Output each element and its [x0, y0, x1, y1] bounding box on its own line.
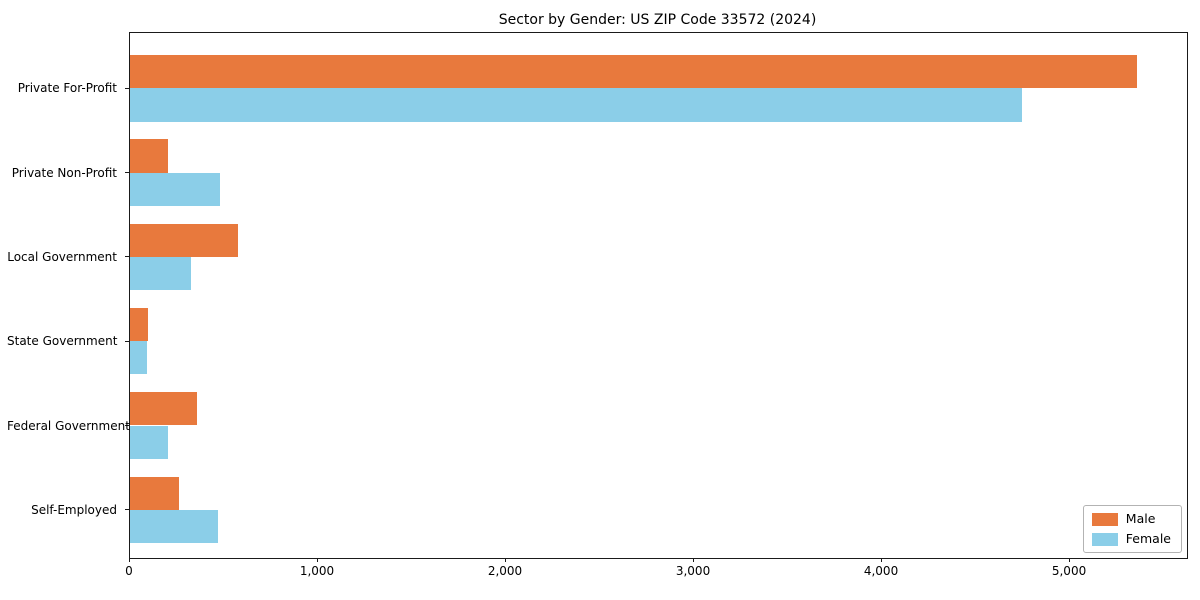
y-axis-category-label: Private For-Profit [17, 81, 117, 96]
bar-male-self-employed [130, 476, 180, 510]
y-tick-mark [125, 425, 129, 426]
legend-swatch-female [1091, 532, 1118, 546]
y-tick-mark [125, 509, 129, 511]
x-axis-tick-label: 5,000 [1051, 564, 1087, 578]
bar-female-private-non-profit [130, 172, 220, 206]
bar-female-federal-government [130, 425, 169, 459]
y-axis-category-label: Self-Employed [31, 502, 117, 517]
bar-male-private-for-profit [130, 55, 1137, 89]
bar-male-private-non-profit [130, 139, 168, 173]
legend-swatch-male [1091, 512, 1118, 526]
bar-male-local-government [130, 223, 238, 257]
x-tick-mark [129, 558, 130, 562]
x-axis-tick-label: 4,000 [863, 564, 899, 578]
legend-label-male: Male [1125, 511, 1156, 526]
x-axis-tick-label: 1,000 [299, 564, 335, 578]
y-axis-category-label: Private Non-Profit [11, 165, 117, 180]
y-tick-mark [125, 87, 129, 89]
y-tick-mark [125, 256, 129, 258]
x-tick-mark [317, 558, 318, 562]
x-axis-tick-label: 0 [125, 564, 133, 578]
y-tick-mark [125, 172, 129, 174]
bar-male-state-government [130, 307, 149, 342]
bar-male-federal-government [130, 392, 197, 426]
x-tick-mark [881, 558, 883, 562]
legend: Male Female [1082, 505, 1182, 553]
legend-item-male: Male [1091, 511, 1171, 526]
legend-label-female: Female [1125, 531, 1171, 546]
y-axis-category-label: Local Government [7, 249, 117, 264]
bar-female-state-government [130, 341, 148, 375]
x-tick-mark [1069, 558, 1071, 562]
x-tick-mark [693, 558, 695, 562]
y-tick-mark [125, 340, 129, 342]
x-axis-tick-label: 2,000 [487, 564, 523, 578]
y-axis-category-label: Federal Government [7, 418, 130, 433]
y-axis-category-label: State Government [7, 334, 118, 349]
legend-item-female: Female [1091, 531, 1171, 546]
x-tick-mark [505, 558, 507, 562]
chart-title: Sector by Gender: US ZIP Code 33572 (202… [498, 12, 817, 28]
bar-female-self-employed [130, 509, 219, 544]
x-axis-tick-label: 3,000 [675, 564, 711, 578]
bar-female-private-for-profit [130, 88, 1023, 122]
bar-female-local-government [130, 256, 192, 291]
